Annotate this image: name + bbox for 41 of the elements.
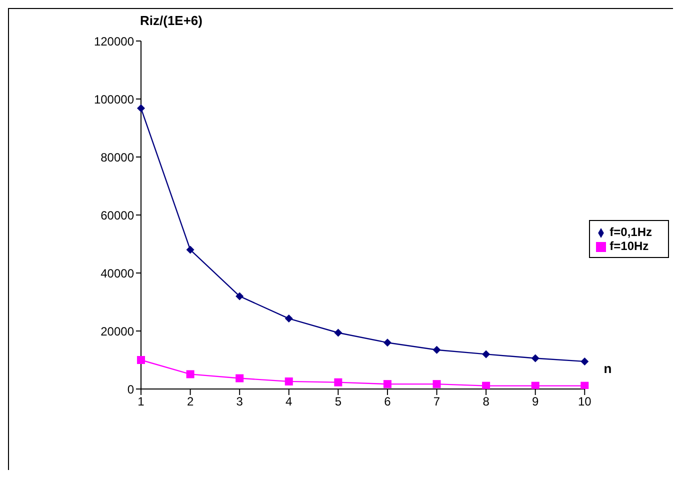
y-tick-label: 100000 <box>94 92 134 106</box>
point <box>580 382 589 389</box>
x-tick-label: 10 <box>578 394 592 409</box>
point <box>334 378 342 386</box>
x-tick-label: 3 <box>236 394 244 409</box>
legend-label: f=10Hz <box>610 239 649 253</box>
x-tick-label: 7 <box>433 394 440 409</box>
point <box>432 380 441 388</box>
point <box>383 380 392 388</box>
point <box>383 338 392 347</box>
y-axis-title: Riz/(1E+6) <box>140 13 202 28</box>
x-tick-label: 8 <box>482 394 490 409</box>
point <box>432 346 441 354</box>
point <box>137 356 145 364</box>
point <box>236 292 244 300</box>
point <box>334 328 342 337</box>
y-tick-label: 40000 <box>100 266 134 280</box>
point <box>482 382 490 389</box>
point <box>236 374 244 382</box>
y-tick-label: 80000 <box>100 150 134 164</box>
point <box>186 246 194 254</box>
point <box>531 354 540 362</box>
point <box>531 382 540 389</box>
point <box>482 350 490 358</box>
point <box>137 104 145 112</box>
point <box>284 377 293 386</box>
x-tick-label: 4 <box>286 394 293 409</box>
x-tick-label: 2 <box>186 394 194 409</box>
y-tick-label: 60000 <box>100 208 134 222</box>
y-tick-label: 20000 <box>100 324 134 338</box>
y-tick-label: 0 <box>127 382 134 396</box>
x-tick-label: 6 <box>384 394 392 409</box>
x-axis-title: n <box>604 361 612 376</box>
x-tick-label: 5 <box>334 394 342 409</box>
point <box>284 314 293 323</box>
legend-label: f=0,1Hz <box>610 225 652 239</box>
y-tick-label: 120000 <box>94 34 134 48</box>
x-tick-label: 9 <box>532 394 540 409</box>
x-tick-label: 1 <box>138 394 145 409</box>
point <box>580 357 589 366</box>
point <box>186 370 194 378</box>
